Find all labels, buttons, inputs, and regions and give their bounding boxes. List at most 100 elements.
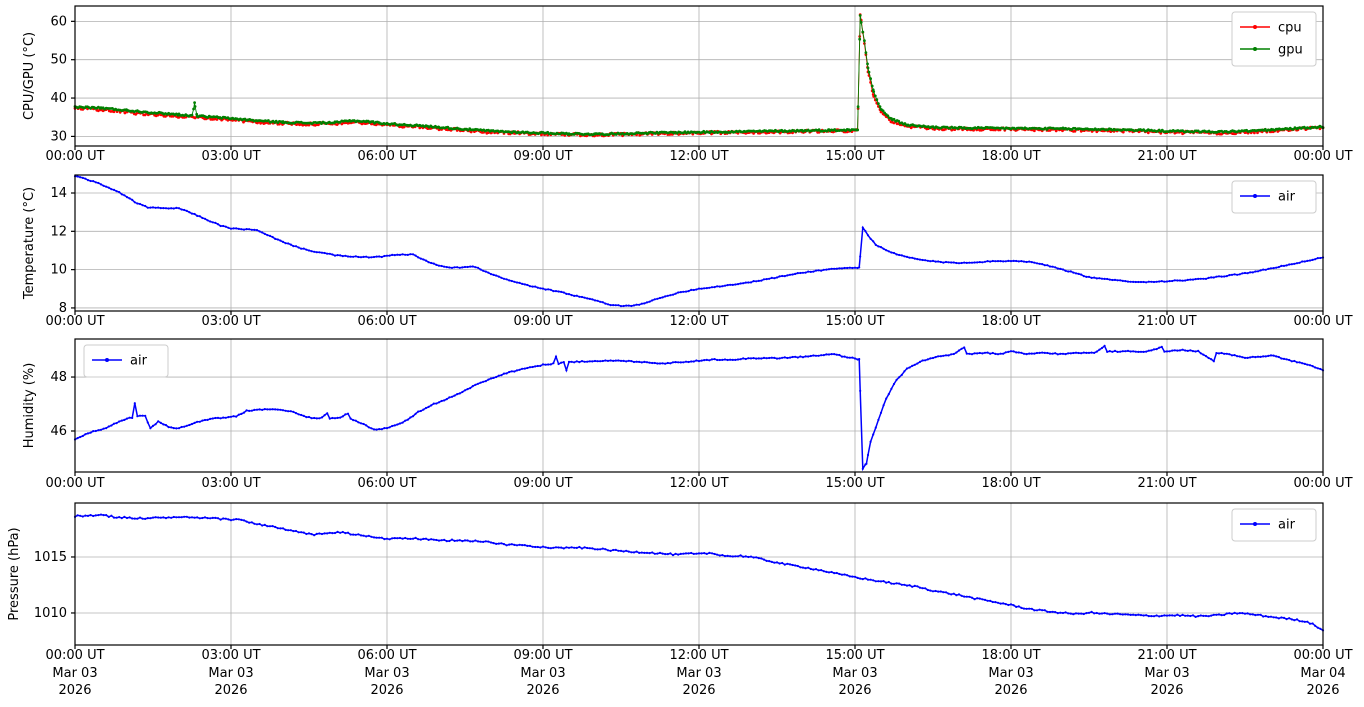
legend: air	[83, 344, 169, 378]
x-tick-label: 15:00 UT	[825, 648, 884, 663]
x-date-label: Mar 03	[520, 666, 565, 681]
x-tick-label: 00:00 UT	[1293, 314, 1352, 329]
x-year-label: 2026	[1306, 683, 1339, 698]
x-tick-label: 21:00 UT	[1137, 648, 1196, 663]
x-tick-label: 18:00 UT	[981, 314, 1040, 329]
legend-marker-sample	[1253, 25, 1257, 29]
x-year-label: 2026	[58, 683, 91, 698]
panel-cpu-gpu-temperature: 00:00 UT 03:00 UT 06:00 UT 09:00 UT 12:00 UT…	[22, 5, 1353, 164]
x-date-label: Mar 03	[1144, 666, 1189, 681]
x-tick-label: 09:00 UT	[513, 314, 572, 329]
x-tick-label: 06:00 UT	[357, 314, 416, 329]
legend-label: gpu	[1278, 43, 1303, 58]
x-tick-label: 09:00 UT	[513, 476, 572, 491]
x-ticks: 00:00 UT 03:00 UT 06:00 UT 09:00 UT 12:00 UT…	[45, 146, 1353, 164]
x-year-label: 2026	[682, 683, 715, 698]
x-tick-label: 00:00 UT	[1293, 476, 1352, 491]
x-date-label: Mar 03	[364, 666, 409, 681]
legend: air	[1231, 180, 1317, 214]
x-tick-label: 21:00 UT	[1137, 476, 1196, 491]
y-tick-label: 30	[50, 129, 67, 144]
x-tick-label: 00:00 UT	[1293, 149, 1352, 164]
panel-air-temperature: 00:00 UT 03:00 UT 06:00 UT 09:00 UT 12:00 UT…	[22, 174, 1353, 329]
x-date-label: Mar 03	[52, 666, 97, 681]
y-ticks: 1010 1015	[34, 550, 75, 621]
x-date-label: Mar 03	[676, 666, 721, 681]
x-tick-label: 06:00 UT	[357, 149, 416, 164]
x-year-label: 2026	[1150, 683, 1183, 698]
x-tick-label: 00:00 UT	[45, 314, 104, 329]
y-tick-label: 1015	[34, 550, 67, 565]
y-tick-label: 48	[50, 370, 67, 385]
x-date-label: Mar 04	[1300, 666, 1345, 681]
x-tick-label: 00:00 UT	[45, 149, 104, 164]
y-tick-label: 14	[50, 186, 67, 201]
y-tick-label: 50	[50, 53, 67, 68]
x-tick-label: 09:00 UT	[513, 149, 572, 164]
y-tick-label: 60	[50, 14, 67, 29]
x-tick-label: 00:00 UT	[1293, 648, 1352, 663]
y-axis-label: Humidity (%)	[22, 363, 37, 449]
x-tick-label: 03:00 UT	[201, 648, 260, 663]
y-tick-label: 46	[50, 424, 67, 439]
x-tick-label: 06:00 UT	[357, 476, 416, 491]
legend-marker-sample	[1253, 194, 1257, 198]
x-tick-label: 12:00 UT	[669, 314, 728, 329]
y-axis-label: Temperature (°C)	[22, 187, 37, 300]
legend-box	[1231, 11, 1317, 67]
x-date-label: Mar 03	[988, 666, 1033, 681]
x-year-label: 2026	[214, 683, 247, 698]
y-tick-label: 40	[50, 91, 67, 106]
x-ticks: 00:00 UT 03:00 UT 06:00 UT 09:00 UT 12:00 UT…	[45, 311, 1353, 329]
x-tick-label: 12:00 UT	[669, 648, 728, 663]
legend-label: air	[130, 354, 148, 369]
x-year-label: 2026	[994, 683, 1027, 698]
y-tick-label: 10	[50, 263, 67, 278]
legend: cpu gpu	[1231, 11, 1317, 67]
legend-box	[1231, 508, 1317, 542]
x-tick-label: 18:00 UT	[981, 648, 1040, 663]
y-axis-label: CPU/GPU (°C)	[22, 32, 37, 120]
y-axis-label: Pressure (hPa)	[7, 527, 22, 620]
x-tick-label: 03:00 UT	[201, 476, 260, 491]
x-tick-label: 00:00 UT	[45, 648, 104, 663]
panel-pressure: 00:00 UT Mar 03 2026 03:00 UT Mar 03 2026 06:0…	[7, 502, 1353, 698]
legend-label: air	[1278, 518, 1296, 533]
y-tick-label: 8	[59, 301, 67, 316]
grid	[74, 503, 1324, 645]
legend-marker-sample	[1253, 522, 1257, 526]
x-tick-label: 21:00 UT	[1137, 314, 1196, 329]
x-tick-label: 12:00 UT	[669, 149, 728, 164]
x-tick-label: 18:00 UT	[981, 149, 1040, 164]
legend: air	[1231, 508, 1317, 542]
x-tick-label: 12:00 UT	[669, 476, 728, 491]
x-year-label: 2026	[838, 683, 871, 698]
x-year-label: 2026	[526, 683, 559, 698]
x-tick-label: 15:00 UT	[825, 149, 884, 164]
x-date-label: Mar 03	[832, 666, 877, 681]
y-ticks: 30 40 50 60	[50, 14, 75, 144]
grid	[74, 175, 1324, 311]
y-ticks: 46 48	[50, 370, 75, 439]
panel-humidity: 00:00 UT 03:00 UT 06:00 UT 09:00 UT 12:00 UT…	[22, 338, 1353, 491]
legend-label: air	[1278, 190, 1296, 205]
y-tick-label: 1010	[34, 606, 67, 621]
x-ticks: 00:00 UT Mar 03 2026 03:00 UT Mar 03 2026 06:0…	[45, 645, 1353, 698]
legend-marker-sample	[105, 358, 109, 362]
x-tick-label: 00:00 UT	[45, 476, 104, 491]
x-tick-label: 15:00 UT	[825, 476, 884, 491]
x-date-label: Mar 03	[208, 666, 253, 681]
x-tick-label: 06:00 UT	[357, 648, 416, 663]
x-tick-label: 18:00 UT	[981, 476, 1040, 491]
x-tick-label: 21:00 UT	[1137, 149, 1196, 164]
x-tick-label: 09:00 UT	[513, 648, 572, 663]
y-ticks: 8 10 12 14	[50, 186, 75, 316]
x-tick-label: 15:00 UT	[825, 314, 884, 329]
grid	[74, 6, 1324, 146]
legend-box	[1231, 180, 1317, 214]
grid	[74, 339, 1324, 472]
x-tick-label: 03:00 UT	[201, 149, 260, 164]
x-ticks: 00:00 UT 03:00 UT 06:00 UT 09:00 UT 12:00 UT…	[45, 472, 1353, 491]
